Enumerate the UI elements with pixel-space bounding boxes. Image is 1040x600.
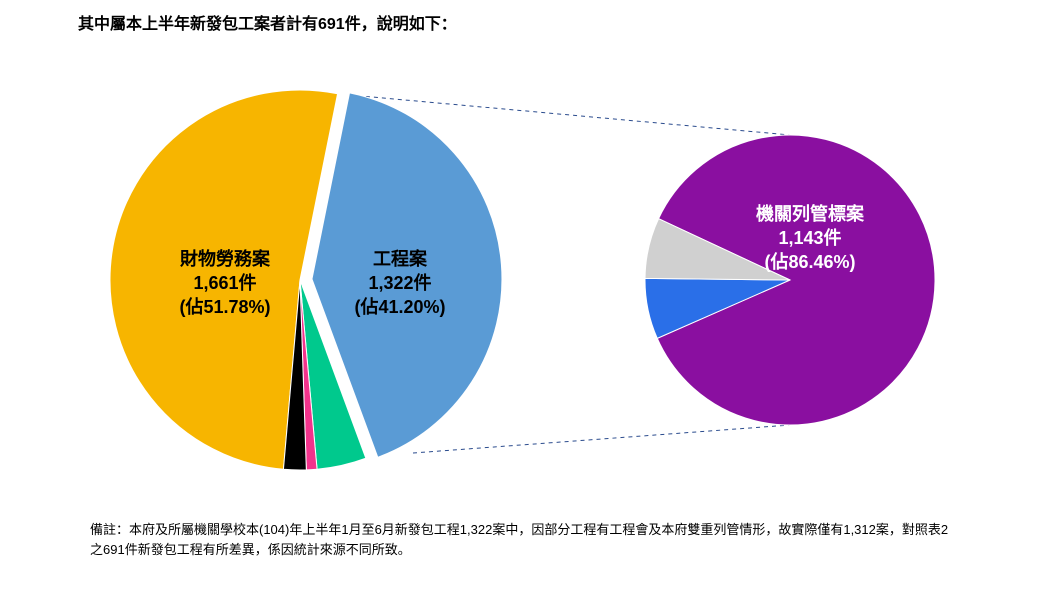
pie-svg: 財物勞務案1,661件(佔51.78%)工程案1,322件(佔41.20%)機關… (0, 0, 1040, 600)
chart-footnote: 備註：本府及所屬機關學校本(104)年上半年1月至6月新發包工程1,322案中，… (90, 520, 960, 560)
connector-line-1 (413, 425, 790, 453)
chart-stage: 其中屬本上半年新發包工案者計有691件，說明如下： 財物勞務案1,661件(佔5… (0, 0, 1040, 600)
